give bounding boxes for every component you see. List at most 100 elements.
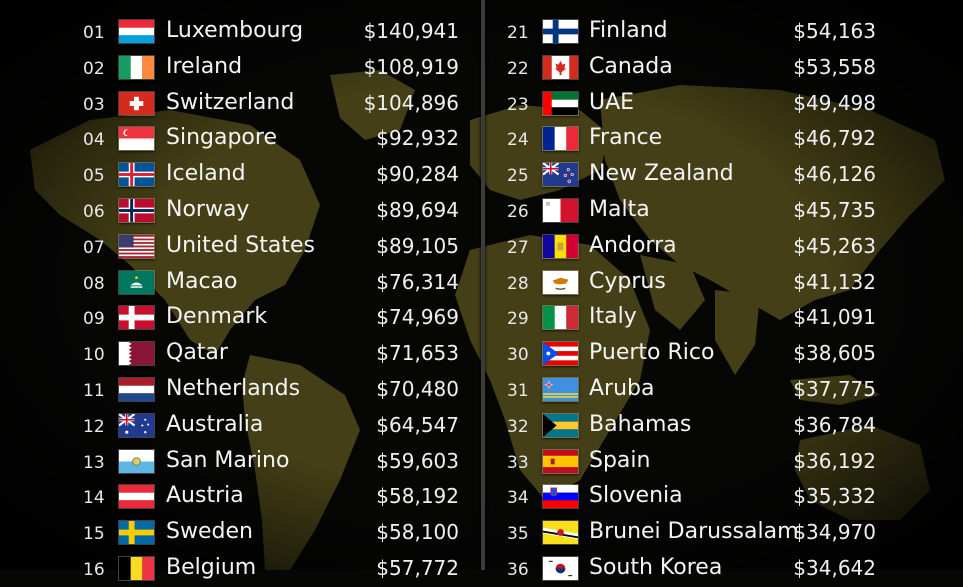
gdp-per-capita-value: $89,105 [376, 233, 459, 258]
flag-bahamas-icon [542, 412, 579, 438]
country-name: Austria [166, 483, 244, 509]
gdp-per-capita-value: $41,091 [793, 305, 876, 330]
flag-canada-icon [542, 54, 579, 80]
gdp-per-capita-value: $38,605 [793, 341, 876, 366]
flag-aruba-icon [542, 376, 579, 402]
country-name: Slovenia [589, 483, 683, 509]
rank-number: 12 [83, 416, 105, 437]
rank-number: 15 [83, 524, 105, 545]
gdp-per-capita-value: $64,547 [376, 412, 459, 437]
gdp-per-capita-value: $58,100 [376, 520, 459, 545]
gdp-per-capita-value: $70,480 [376, 376, 459, 401]
flag-san-marino-icon [118, 448, 155, 474]
gdp-per-capita-value: $35,332 [793, 484, 876, 509]
gdp-per-capita-value: $54,163 [793, 19, 876, 43]
gdp-per-capita-value: $49,498 [793, 90, 876, 115]
ranking-row: 01 Luxembourg $140,941 [0, 14, 481, 50]
country-name: Puerto Rico [589, 340, 715, 366]
country-name: Switzerland [166, 89, 295, 115]
ranking-row: 30 Puerto Rico $38,605 [485, 336, 963, 372]
country-name: Norway [166, 196, 250, 222]
ranking-row: 28 Cyprus $41,132 [485, 265, 963, 301]
flag-singapore-icon [118, 126, 155, 152]
country-name: San Marino [166, 447, 290, 473]
ranking-row: 29 Italy $41,091 [485, 300, 963, 336]
ranking-row: 11 Netherlands $70,480 [0, 372, 481, 408]
ranking-row: 09 Denmark $74,969 [0, 300, 481, 336]
gdp-per-capita-value: $53,558 [793, 54, 876, 79]
ranking-row: 35 Brunei Darussalam $34,970 [485, 515, 963, 551]
country-name: Macao [166, 268, 238, 294]
country-name: Belgium [166, 554, 257, 580]
rank-number: 07 [83, 237, 105, 258]
gdp-per-capita-value: $41,132 [793, 269, 876, 294]
ranking-row: 33 Spain $36,192 [485, 444, 963, 480]
flag-united-states-icon [118, 233, 155, 259]
gdp-per-capita-value: $59,603 [376, 448, 459, 473]
rank-number: 14 [83, 488, 105, 509]
flag-finland-icon [542, 19, 579, 44]
ranking-row: 03 Switzerland $104,896 [0, 86, 481, 122]
flag-iceland-icon [118, 162, 155, 188]
country-name: Iceland [166, 161, 246, 187]
flag-malta-icon [542, 197, 579, 223]
rank-number: 03 [83, 94, 105, 115]
ranking-row: 08 Macao $76,314 [0, 265, 481, 301]
rank-number: 13 [83, 452, 105, 473]
rank-number: 23 [507, 94, 529, 115]
ranking-row: 31 Aruba $37,775 [485, 372, 963, 408]
rank-number: 35 [507, 524, 529, 545]
ranking-row: 24 France $46,792 [485, 121, 963, 157]
country-name: Italy [589, 304, 637, 330]
country-name: Canada [589, 53, 673, 79]
flag-sweden-icon [118, 520, 155, 546]
country-name: Finland [589, 18, 668, 43]
rank-number: 09 [83, 309, 105, 330]
rank-number: 01 [83, 23, 105, 43]
country-name: Cyprus [589, 268, 666, 294]
rank-number: 22 [507, 58, 529, 79]
ranking-row: 16 Belgium $57,772 [0, 551, 481, 587]
gdp-per-capita-value: $74,969 [376, 305, 459, 330]
rank-number: 10 [83, 345, 105, 366]
ranking-row: 14 Austria $58,192 [0, 479, 481, 515]
ranking-row: 04 Singapore $92,932 [0, 121, 481, 157]
flag-france-icon [542, 126, 579, 152]
gdp-per-capita-value: $34,970 [793, 520, 876, 545]
ranking-row: 27 Andorra $45,263 [485, 229, 963, 265]
country-name: Qatar [166, 340, 228, 366]
country-name: Singapore [166, 125, 277, 151]
ranking-row: 32 Bahamas $36,784 [485, 408, 963, 444]
rank-number: 27 [507, 237, 529, 258]
rank-number: 31 [507, 380, 529, 401]
ranking-row: 36 South Korea $34,642 [485, 551, 963, 587]
flag-south-korea-icon [542, 555, 579, 581]
gdp-per-capita-value: $57,772 [376, 555, 459, 580]
country-name: Aruba [589, 375, 655, 401]
rank-number: 02 [83, 58, 105, 79]
rank-number: 30 [507, 345, 529, 366]
country-name: Luxembourg [166, 18, 304, 43]
country-name: Ireland [166, 53, 243, 79]
gdp-per-capita-value: $45,735 [793, 197, 876, 222]
country-name: New Zealand [589, 161, 734, 187]
country-name: Netherlands [166, 375, 301, 401]
country-name: Australia [166, 411, 264, 437]
ranking-column-right: 21 Finland $54,163 22 Canada $53,558 23 UAE $49,… [485, 14, 963, 587]
rank-number: 24 [507, 130, 529, 151]
ranking-row: 25 New Zealand $46,126 [485, 157, 963, 193]
ranking-row: 34 Slovenia $35,332 [485, 479, 963, 515]
country-name: Sweden [166, 519, 253, 545]
ranking-column-left: 01 Luxembourg $140,941 02 Ireland $108,919 03 S… [0, 14, 481, 587]
flag-puerto-rico-icon [542, 341, 579, 367]
rank-number: 33 [507, 452, 529, 473]
gdp-per-capita-value: $36,784 [793, 412, 876, 437]
rank-number: 32 [507, 416, 529, 437]
flag-slovenia-icon [542, 484, 579, 510]
flag-netherlands-icon [118, 376, 155, 402]
flag-qatar-icon [118, 341, 155, 367]
flag-italy-icon [542, 305, 579, 331]
flag-cyprus-icon [542, 269, 579, 295]
ranking-row: 15 Sweden $58,100 [0, 515, 481, 551]
country-name: UAE [589, 89, 635, 115]
